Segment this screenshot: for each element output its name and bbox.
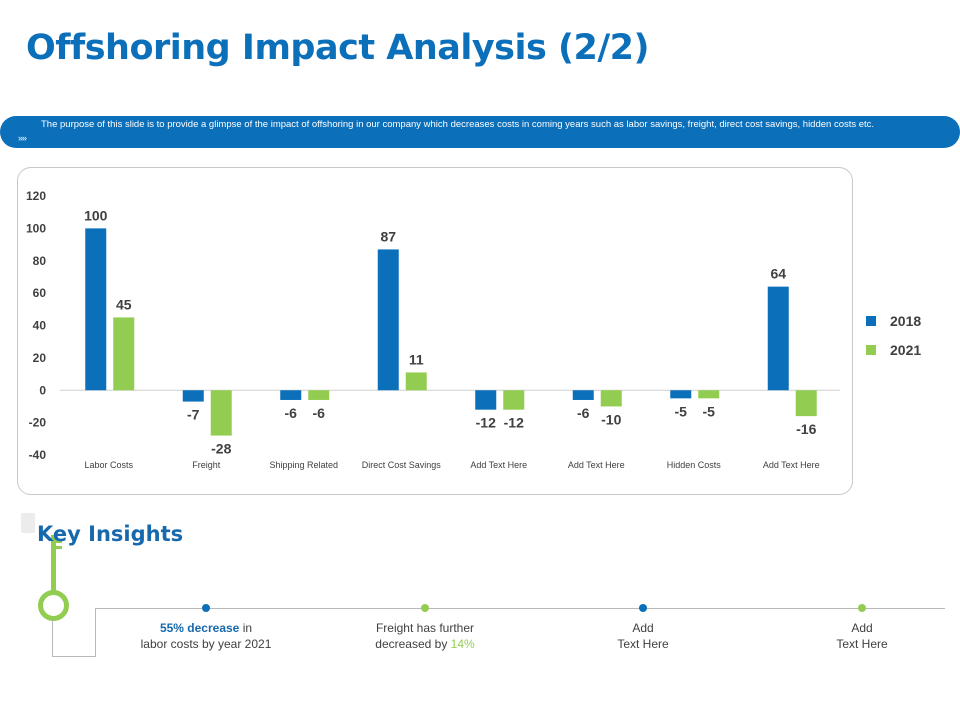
legend-item-2018: 2018 [866, 306, 921, 335]
insight-highlight: 55% decrease [159, 621, 240, 635]
insights-timeline [95, 608, 945, 609]
bar-2021 [795, 390, 817, 417]
insight-line: labor costs by year 2021 [140, 637, 272, 651]
bar-2018 [377, 249, 399, 391]
legend-swatch-2018 [866, 315, 876, 326]
chart-legend: 2018 2021 [866, 306, 921, 364]
insight-line: Text Here [836, 637, 888, 651]
timeline-dot [639, 604, 647, 612]
x-tick-label: Freight [192, 460, 221, 470]
insight-item: 55% decrease in labor costs by year 2021 [121, 620, 291, 652]
x-tick-label: Add Text Here [470, 460, 527, 470]
timeline-dot [421, 604, 429, 612]
legend-item-2021: 2021 [866, 335, 921, 364]
data-label: -12 [504, 415, 524, 431]
insight-text: in [239, 621, 253, 635]
insight-line: Add [851, 621, 873, 635]
bar-2021 [308, 390, 330, 400]
bar-2018 [182, 390, 204, 402]
key-insights-title: Key Insights [37, 522, 184, 546]
y-tick-label: 40 [33, 319, 47, 333]
data-label: -10 [601, 411, 621, 427]
bar-2021 [698, 390, 720, 399]
y-tick-label: -40 [29, 448, 47, 462]
y-tick-label: 0 [39, 383, 46, 397]
x-tick-label: Hidden Costs [667, 460, 722, 470]
insight-line: Freight has further [375, 621, 475, 635]
bar-2021 [600, 390, 622, 407]
data-label: -16 [796, 421, 816, 437]
data-label: 64 [770, 266, 786, 282]
y-tick-label: 20 [33, 351, 47, 365]
data-label: -12 [476, 415, 496, 431]
timeline-dot [202, 604, 210, 612]
key-icon [51, 535, 56, 593]
banner-text: The purpose of this slide is to provide … [41, 119, 875, 130]
data-label: 87 [380, 228, 396, 244]
data-label: 45 [116, 296, 132, 312]
data-label: -6 [313, 405, 326, 421]
x-tick-label: Add Text Here [763, 460, 820, 470]
bar-2018 [85, 228, 107, 391]
chart-container: -40 -20 0 20 40 60 80 100 120 100 45 Labor Costs -7 -… [17, 167, 853, 495]
bar-2021 [405, 372, 427, 391]
insight-line: Add [632, 621, 654, 635]
data-label: -28 [211, 441, 231, 457]
data-label: 100 [84, 207, 108, 223]
x-tick-label: Direct Cost Savings [362, 460, 442, 470]
key-tooth [55, 540, 62, 543]
placeholder-icon [21, 513, 35, 533]
key-ring-icon [38, 590, 69, 621]
bar-2021 [503, 390, 525, 410]
data-label: 11 [409, 351, 424, 367]
connector-line [95, 608, 96, 657]
insight-item: Freight has further decreased by 14% [340, 620, 510, 652]
chevrons-right-icon: »» [18, 133, 27, 143]
timeline-dot [858, 604, 866, 612]
bar-2018 [280, 390, 302, 400]
key-tooth [55, 546, 62, 549]
legend-label-2021: 2021 [890, 341, 922, 358]
insight-line: 55% decrease in [121, 620, 291, 636]
y-tick-label: -20 [29, 416, 47, 430]
y-tick-label: 100 [26, 221, 46, 235]
bar-chart: -40 -20 0 20 40 60 80 100 120 100 45 Labor Costs -7 -… [26, 189, 840, 470]
bar-2018 [670, 390, 692, 399]
x-tick-label: Shipping Related [269, 460, 338, 470]
y-tick-label: 60 [33, 286, 47, 300]
bar-2021 [210, 390, 232, 436]
insight-text: decreased by [375, 637, 451, 651]
x-tick-label: Labor Costs [84, 460, 133, 470]
y-tick-label: 80 [33, 254, 47, 268]
x-tick-label: Add Text Here [568, 460, 625, 470]
data-label: -5 [703, 403, 716, 419]
insight-line: Text Here [617, 637, 669, 651]
connector-line [52, 620, 53, 656]
legend-swatch-2021 [866, 344, 876, 355]
data-label: -6 [577, 405, 590, 421]
y-tick-label: 120 [26, 189, 46, 203]
data-label: -5 [675, 403, 688, 419]
bar-2021 [113, 317, 135, 391]
insight-line: decreased by 14% [340, 636, 510, 652]
page-title: Offshoring Impact Analysis (2/2) [26, 28, 650, 68]
description-banner: »» The purpose of this slide is to provi… [0, 116, 960, 148]
data-label: -6 [285, 405, 298, 421]
connector-line [52, 656, 96, 657]
bar-2018 [767, 286, 789, 391]
data-label: -7 [187, 407, 200, 423]
bar-2018 [572, 390, 594, 400]
bar-2018 [475, 390, 497, 410]
insight-item: Add Text Here [558, 620, 728, 652]
legend-label-2018: 2018 [890, 312, 922, 329]
insight-item: Add Text Here [777, 620, 947, 652]
insight-highlight: 14% [450, 637, 475, 651]
